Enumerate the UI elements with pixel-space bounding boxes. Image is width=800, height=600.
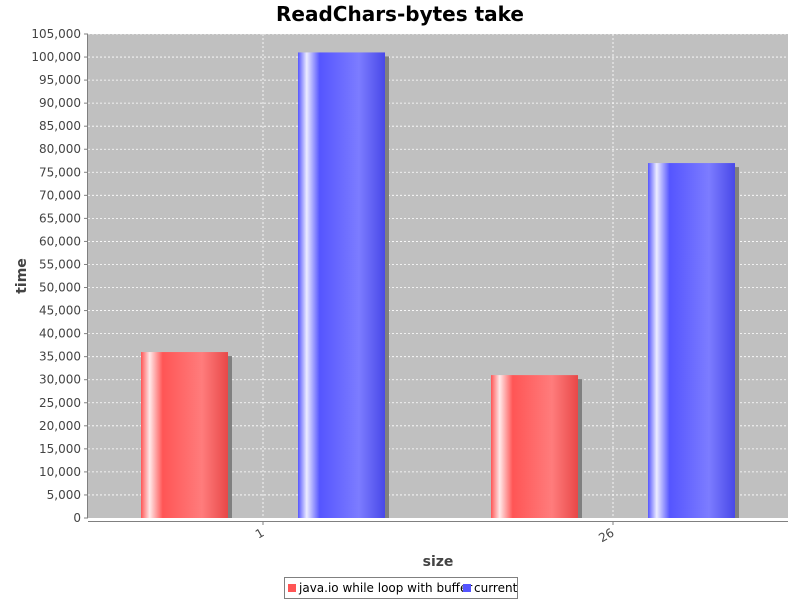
y-tick-label: 70,000 bbox=[39, 188, 81, 202]
y-tick-label: 105,000 bbox=[31, 27, 81, 41]
y-tick-label: 80,000 bbox=[39, 142, 81, 156]
bar-java-io-size-26 bbox=[491, 375, 578, 518]
y-tick-label: 100,000 bbox=[31, 50, 81, 64]
bar-current-size-26 bbox=[648, 163, 735, 519]
y-axis-label: time bbox=[14, 258, 30, 294]
y-tick-label: 5,000 bbox=[47, 488, 81, 502]
y-tick-label: 55,000 bbox=[39, 257, 81, 271]
y-tick-label: 15,000 bbox=[39, 442, 81, 456]
y-tick-label: 60,000 bbox=[39, 234, 81, 248]
legend-label-java-io: java.io while loop with buffer bbox=[298, 581, 472, 595]
bar-java-io-size-1 bbox=[141, 352, 228, 518]
y-tick-label: 40,000 bbox=[39, 327, 81, 341]
legend: java.io while loop with buffer current bbox=[284, 577, 518, 599]
y-tick-label: 45,000 bbox=[39, 304, 81, 318]
y-tick-label: 0 bbox=[73, 511, 81, 525]
bar-current-size-1 bbox=[298, 52, 385, 518]
y-tick-label: 20,000 bbox=[39, 419, 81, 433]
y-tick-label: 95,000 bbox=[39, 73, 81, 87]
y-tick-label: 75,000 bbox=[39, 165, 81, 179]
legend-swatch-current bbox=[463, 584, 471, 592]
y-tick-label: 85,000 bbox=[39, 119, 81, 133]
y-tick-label: 50,000 bbox=[39, 281, 81, 295]
legend-label-current: current bbox=[474, 581, 518, 595]
y-tick-label: 25,000 bbox=[39, 396, 81, 410]
legend-swatch-java-io bbox=[288, 584, 296, 592]
y-tick-label: 35,000 bbox=[39, 350, 81, 364]
legend-box bbox=[284, 577, 518, 599]
x-axis-ticks: 1 26 bbox=[253, 521, 617, 545]
y-tick-label: 10,000 bbox=[39, 465, 81, 479]
chart-title: ReadChars-bytes take bbox=[276, 2, 524, 26]
y-tick-label: 90,000 bbox=[39, 96, 81, 110]
y-tick-label: 30,000 bbox=[39, 373, 81, 387]
x-axis-label: size bbox=[423, 554, 454, 570]
y-axis-ticks: 0 5,000 10,000 15,000 20,000 25,000 30,000 35,0… bbox=[31, 27, 88, 525]
y-tick-label: 65,000 bbox=[39, 211, 81, 225]
x-tick-label: 1 bbox=[253, 525, 267, 541]
x-tick-label: 26 bbox=[596, 525, 616, 545]
bars bbox=[141, 52, 739, 519]
